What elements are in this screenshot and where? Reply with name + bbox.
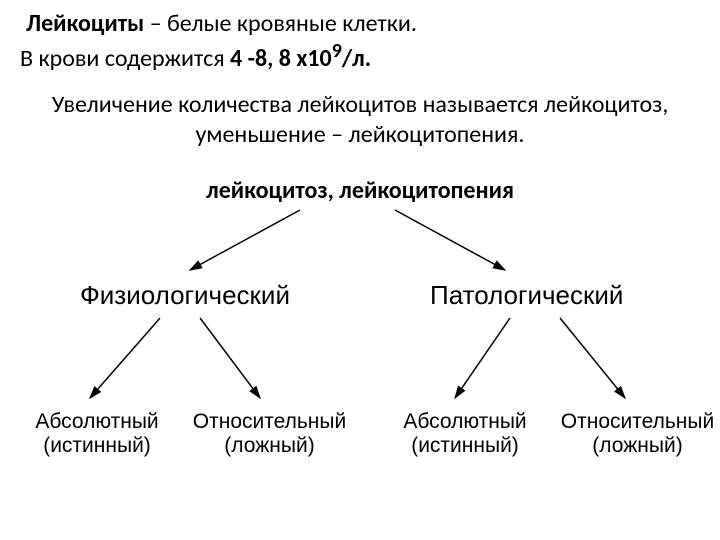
leaf4-line1: Относительный — [561, 410, 714, 433]
leaf4-line2: (ложный) — [592, 434, 682, 457]
explanation-text: Увеличение количества лейкоцитов называе… — [40, 90, 680, 150]
leaf-absolute-1: Абсолютный (истинный) — [22, 410, 172, 458]
leaf2-line2: (ложный) — [224, 434, 314, 457]
intro-term: Лейкоциты — [26, 9, 144, 38]
branch-physiological: Физиологический — [80, 280, 290, 311]
intro-line2-prefix: В крови содержится — [20, 44, 230, 73]
intro-value-a: 4 -8, 8 х10 — [230, 44, 332, 73]
leaf-relative-1: Относительный (ложный) — [182, 410, 357, 458]
leaf2-line1: Относительный — [193, 410, 346, 433]
leaf1-line1: Абсолютный — [35, 410, 158, 433]
intro-rest: – белые кровяные клетки. — [144, 9, 417, 38]
branch-pathological: Патологический — [430, 280, 623, 311]
leaf3-line2: (истинный) — [411, 434, 519, 457]
leaf3-line1: Абсолютный — [403, 410, 526, 433]
intro-sup: 9 — [332, 39, 342, 63]
intro-text: Лейкоциты – белые кровяные клетки. В кро… — [26, 10, 686, 74]
tree-arrows — [0, 0, 720, 540]
terms-heading: лейкоцитоз, лейкоцитопения — [0, 176, 720, 205]
intro-value-b: /л. — [342, 44, 371, 73]
leaf-relative-2: Относительный (ложный) — [555, 410, 720, 458]
leaf1-line2: (истинный) — [43, 434, 151, 457]
leaf-absolute-2: Абсолютный (истинный) — [390, 410, 540, 458]
